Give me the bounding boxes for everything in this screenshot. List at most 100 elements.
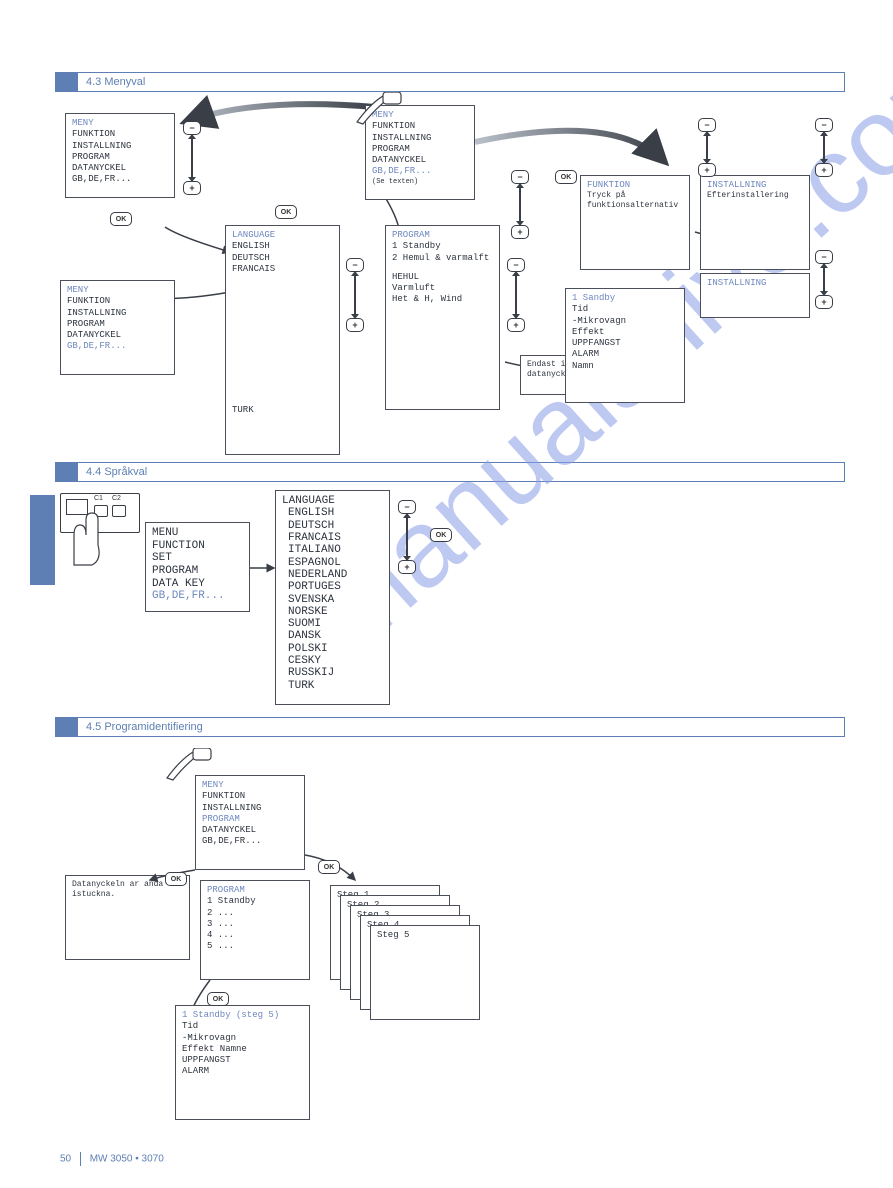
- section-3-band: 4.5 Programidentifiering: [55, 717, 845, 737]
- s3-prog: PROGRAM 1 Standby 2 ... 3 ... 4 ... 5 ..…: [200, 880, 310, 980]
- s2-l-4: ESPAGNOL: [288, 557, 383, 569]
- s1-prog1: 1 Sandby Tid -Mikrovagn Effekt UPPFANGST…: [565, 288, 685, 403]
- s1-lang-0: ENGLISH: [232, 241, 333, 252]
- side-tab: [30, 495, 55, 585]
- s1-menu-main-hdr: MENY: [72, 118, 168, 129]
- s1-p1-hdr: 1 Sandby: [572, 293, 678, 304]
- section-2-tab: [56, 463, 78, 481]
- s1-minus-2[interactable]: −: [346, 258, 364, 272]
- s3-p-1: 2 ...: [207, 908, 303, 919]
- s2-l-2: FRANCAIS: [288, 532, 383, 544]
- s3-final: 1 Standby (steg 5) Tid -Mikrovagn Effekt…: [175, 1005, 310, 1120]
- s1-minus-5[interactable]: −: [698, 118, 716, 132]
- page-product: MW 3050 • 3070: [90, 1154, 164, 1165]
- s2-ok[interactable]: OK: [430, 528, 452, 542]
- s1-plus-2[interactable]: +: [346, 318, 364, 332]
- s2-language: LANGUAGE ENGLISH DEUTSCH FRANCAIS ITALIA…: [275, 490, 390, 705]
- s3-ok-1[interactable]: OK: [165, 872, 187, 886]
- s3-note-txt: Datanyckeln ar anda istuckna.: [72, 880, 163, 899]
- s2-c2: C2: [112, 495, 121, 502]
- s1-av-1: [191, 138, 193, 178]
- s3-m-1: INSTALLNING: [202, 803, 298, 814]
- s1-language: LANGUAGE ENGLISH DEUTSCH FRANCAIS TURK: [225, 225, 340, 455]
- s2-l-6: PORTUGES: [288, 581, 383, 593]
- s1-pl-2: HEHUL: [392, 272, 493, 283]
- s2-menu-3: DATA KEY: [152, 578, 243, 591]
- s1-p1-5: Namn: [572, 361, 678, 372]
- page-number: 50: [60, 1154, 71, 1165]
- s1-function: FUNKTION Tryck på funktionsalternativ: [580, 175, 690, 270]
- s1-set-hdr: INSTALLNING: [707, 180, 803, 191]
- s1-ok-1[interactable]: OK: [110, 212, 132, 226]
- s1-minus-4[interactable]: −: [511, 170, 529, 184]
- s1-pl-0: 1 Standby: [392, 241, 493, 252]
- s2-l-1: DEUTSCH: [288, 520, 383, 532]
- s1-ok-2[interactable]: OK: [275, 205, 297, 219]
- s1-set-2: INSTALLNING: [700, 273, 810, 318]
- s2-l-13: RUSSKIJ: [288, 667, 383, 679]
- s2-menu: MENU FUNCTION SET PROGRAM DATA KEY GB,DE…: [145, 522, 250, 612]
- s1-plus-7[interactable]: +: [815, 295, 833, 309]
- s3-f-hdr: 1 Standby (steg 5): [182, 1010, 303, 1021]
- s1-fn-hdr: FUNKTION: [587, 180, 683, 191]
- s1-av-6: [823, 135, 825, 160]
- s1-pl-3: Varmluft: [392, 283, 493, 294]
- s1-av-5: [706, 135, 708, 160]
- s1-p1-2: Effekt: [572, 327, 678, 338]
- s2-hand: [62, 510, 112, 570]
- s1-stylus: [355, 92, 405, 127]
- s2-lang-hdr: LANGUAGE: [282, 495, 383, 507]
- s1-minus-6[interactable]: −: [815, 118, 833, 132]
- s3-m-2: PROGRAM: [202, 814, 298, 825]
- s1-menu-main: MENY FUNKTION INSTALLNING PROGRAM DATANY…: [65, 113, 175, 198]
- s3-stylus: [165, 748, 215, 783]
- s2-l-8: NORSKE: [288, 606, 383, 618]
- s2-l-5: NEDERLAND: [288, 569, 383, 581]
- s1-av-7: [823, 267, 825, 292]
- s1-pl-1: 2 Hemul & varmalft: [392, 253, 493, 264]
- s1-ms-2: PROGRAM: [372, 144, 468, 155]
- s3-p-3: 4 ...: [207, 930, 303, 941]
- s3-ok-2[interactable]: OK: [318, 860, 340, 874]
- s1-menu-main2: MENY FUNKTION INSTALLNING PROGRAM DATANY…: [60, 280, 175, 375]
- s1-lang-2: FRANCAIS: [232, 264, 333, 275]
- s2-av: [406, 517, 408, 557]
- s2-menu-1: SET: [152, 552, 243, 565]
- s1-p1-4: ALARM: [572, 349, 678, 360]
- s1-plus-3[interactable]: +: [507, 318, 525, 332]
- s1-mm2-2: PROGRAM: [67, 319, 168, 330]
- s1-av-3: [515, 275, 517, 315]
- s2-plus[interactable]: +: [398, 560, 416, 574]
- s2-l-0: ENGLISH: [288, 507, 383, 519]
- s1-ms-3: DATANYCKEL: [372, 155, 468, 166]
- s1-ms-4: GB,DE,FR...: [372, 166, 468, 177]
- s2-minus[interactable]: −: [398, 500, 416, 514]
- s3-layer-5: Steg 5: [370, 925, 480, 1020]
- s1-plus-4[interactable]: +: [511, 225, 529, 239]
- s1-set-txt: Efterinstallering: [707, 191, 803, 201]
- s1-mm2-1: INSTALLNING: [67, 308, 168, 319]
- s1-plus-6[interactable]: +: [815, 163, 833, 177]
- s1-program-list: PROGRAM 1 Standby 2 Hemul & varmalft HEH…: [385, 225, 500, 410]
- s1-minus-7[interactable]: −: [815, 250, 833, 264]
- s1-plus-1[interactable]: +: [183, 181, 201, 195]
- s1-minus-1[interactable]: −: [183, 121, 201, 135]
- s2-menu-0: FUNCTION: [152, 540, 243, 553]
- section-2-title: 4.4 Språkval: [78, 466, 147, 478]
- s3-f-2: Effekt Namne: [182, 1044, 303, 1055]
- s3-note: Datanyckeln ar anda istuckna.: [65, 875, 190, 960]
- s1-plus-5[interactable]: +: [698, 163, 716, 177]
- s2-menu-4: GB,DE,FR...: [152, 590, 243, 603]
- s3-p-2: 3 ...: [207, 919, 303, 930]
- s1-fn-txt: Tryck på funktionsalternativ: [587, 191, 683, 211]
- s2-l-10: DANSK: [288, 630, 383, 642]
- s1-ok-3[interactable]: OK: [555, 170, 577, 184]
- s1-ms-note: (Se texten): [372, 178, 468, 187]
- s1-set: INSTALLNING Efterinstallering: [700, 175, 810, 270]
- s2-l-14: TURK: [288, 680, 383, 692]
- s1-minus-3[interactable]: −: [507, 258, 525, 272]
- s1-lang-1: DEUTSCH: [232, 253, 333, 264]
- s3-ok-3[interactable]: OK: [207, 992, 229, 1006]
- section-1-band: 4.3 Menyval: [55, 72, 845, 92]
- s3-m-4: GB,DE,FR...: [202, 836, 298, 847]
